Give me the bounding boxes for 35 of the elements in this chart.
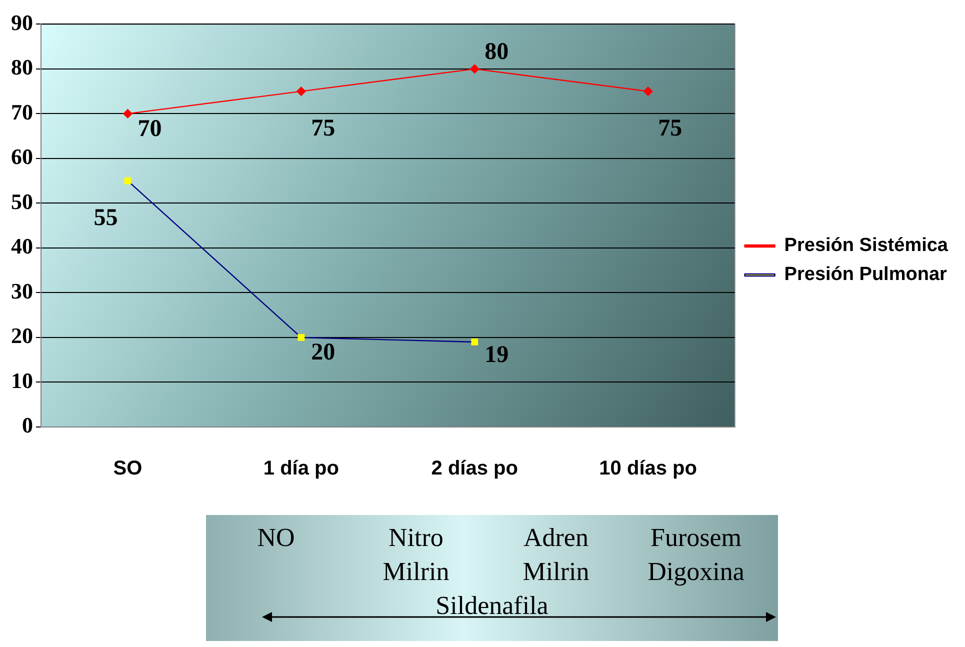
point <box>470 64 480 74</box>
x-tick-label: 2 días po <box>431 458 518 480</box>
y-tick-label: 20 <box>11 323 33 348</box>
y-tick-label: 10 <box>11 368 33 393</box>
y-tick-label: 50 <box>11 188 33 214</box>
text: Furosem <box>650 522 742 554</box>
data-label: 55 <box>94 205 118 232</box>
point <box>296 86 306 96</box>
data-label: 70 <box>138 116 162 142</box>
legend-label: Presión Sistémica <box>784 235 948 256</box>
text: Sildenafila <box>436 591 548 620</box>
text: Digoxina <box>646 556 746 588</box>
data-label: 75 <box>658 116 682 142</box>
y-tick-label: 90 <box>11 10 33 35</box>
y-tick-label: 40 <box>11 234 33 259</box>
y-tick-label: 70 <box>11 99 33 124</box>
text: Milrin <box>522 556 590 588</box>
point <box>123 109 132 118</box>
point <box>643 86 653 96</box>
y-tick-label: 0 <box>22 412 33 438</box>
y-tick-label: 30 <box>11 278 33 304</box>
x-tick-label: 1 día po <box>263 458 339 480</box>
x-tick-label: SO <box>113 458 142 480</box>
data-label: 19 <box>484 342 509 368</box>
text: NO <box>256 522 296 554</box>
data-label: 80 <box>484 39 509 66</box>
x-tick-label: 10 días po <box>599 458 697 480</box>
text: Milrin <box>382 556 450 588</box>
text: Nitro <box>388 522 444 554</box>
y-tick-label: 60 <box>11 144 33 170</box>
y-tick-label: 80 <box>11 54 33 80</box>
text: Adren <box>522 522 590 554</box>
legend-label: Presión Pulmonar <box>784 264 948 286</box>
data-label: 75 <box>311 116 336 142</box>
data-label: 20 <box>311 340 336 366</box>
